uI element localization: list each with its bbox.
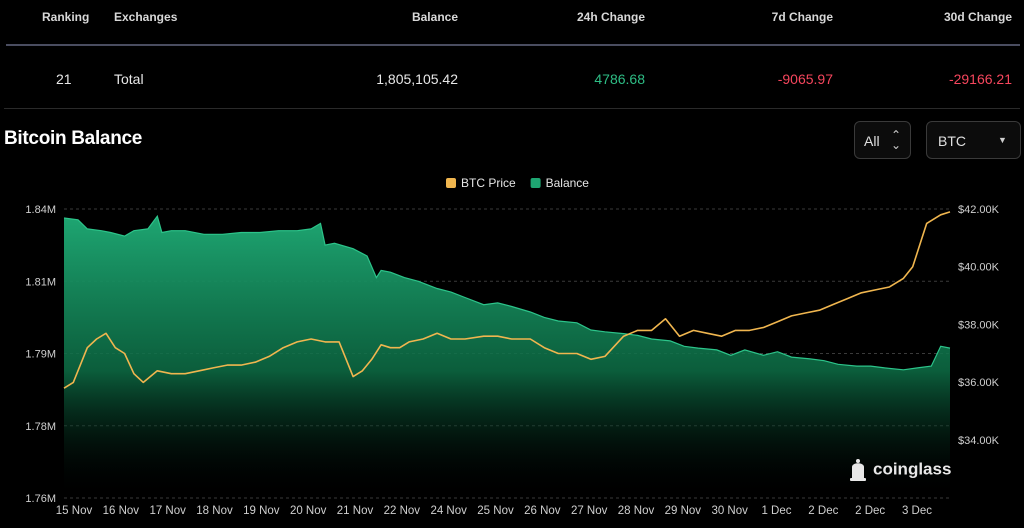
- cell-30d-change: -29166.21: [948, 71, 1012, 87]
- x-tick-label: 15 Nov: [56, 505, 93, 517]
- x-tick-label: 17 Nov: [149, 505, 186, 517]
- header-balance[interactable]: Balance: [411, 10, 458, 24]
- cell-ranking: 21: [56, 71, 72, 87]
- header-24h-change[interactable]: 24h Change: [576, 10, 645, 24]
- section-title: Bitcoin Balance: [4, 128, 143, 149]
- row-divider: [4, 108, 1020, 109]
- table-row[interactable]: 21 Total 1,805,105.42 4786.68 -9065.97 -…: [0, 62, 1024, 98]
- legend-label: BTC Price: [461, 176, 516, 190]
- asset-select[interactable]: BTC ▼: [926, 121, 1021, 159]
- left-tick-label: 1.76M: [25, 493, 56, 505]
- header-exchanges[interactable]: Exchanges: [114, 10, 178, 24]
- bitcoin-balance-chart: 1.84M 1.81M 1.79M 1.78M 1.76M $42.00K $40.00K…: [25, 176, 1000, 517]
- table-header: Ranking Exchanges Balance 24h Change 7d …: [0, 0, 1024, 34]
- right-tick-label: $42.00K: [958, 204, 1000, 216]
- x-tick-label: 24 Nov: [430, 505, 467, 517]
- coinglass-logo-icon: [850, 459, 866, 481]
- watermark-logo: coinglass: [848, 458, 951, 482]
- x-tick-label: 28 Nov: [618, 505, 655, 517]
- left-tick-label: 1.84M: [25, 204, 56, 216]
- balance-area: [64, 216, 950, 498]
- legend[interactable]: BTC Price Balance: [446, 176, 589, 190]
- left-axis: 1.84M 1.81M 1.79M 1.78M 1.76M: [25, 204, 56, 505]
- right-axis: $42.00K $40.00K $38.00K $36.00K $34.00K: [958, 204, 1000, 447]
- right-tick-label: $40.00K: [958, 262, 1000, 274]
- left-tick-label: 1.79M: [25, 349, 56, 361]
- x-tick-label: 25 Nov: [477, 505, 514, 517]
- asset-select-value: BTC: [938, 133, 966, 149]
- legend-swatch: [530, 178, 541, 188]
- legend-swatch: [446, 178, 456, 188]
- cell-exchange: Total: [114, 71, 144, 87]
- header-30d-change[interactable]: 30d Change: [943, 10, 1012, 24]
- caret-down-icon: ▼: [998, 135, 1007, 145]
- legend-label: Balance: [546, 176, 590, 190]
- x-tick-label: 22 Nov: [384, 505, 421, 517]
- x-tick-label: 19 Nov: [243, 505, 280, 517]
- x-tick-label: 27 Nov: [571, 505, 608, 517]
- header-ranking[interactable]: Ranking: [42, 10, 90, 24]
- x-tick-label: 2 Dec: [808, 505, 838, 517]
- left-tick-label: 1.81M: [25, 276, 56, 288]
- x-tick-label: 30 Nov: [711, 505, 748, 517]
- x-tick-label: 16 Nov: [103, 505, 140, 517]
- watermark-text: coinglass: [873, 459, 952, 479]
- header-7d-change[interactable]: 7d Change: [771, 10, 833, 24]
- right-tick-label: $36.00K: [958, 377, 1000, 389]
- cell-7d-change: -9065.97: [777, 71, 833, 87]
- x-tick-label: 21 Nov: [337, 505, 374, 517]
- updown-chevron-icon: ⌃ ⌄: [891, 128, 902, 152]
- right-tick-label: $34.00K: [958, 435, 1000, 447]
- cell-balance: 1,805,105.42: [376, 71, 458, 87]
- plot-area: [63, 211, 951, 498]
- range-select-value: All: [864, 133, 880, 149]
- x-tick-label: 26 Nov: [524, 505, 561, 517]
- x-tick-label: 2 Dec: [855, 505, 885, 517]
- x-axis: 15 Nov 16 Nov 17 Nov 18 Nov 19 Nov 20 Nov 21 N…: [56, 505, 932, 517]
- header-divider: [6, 44, 1020, 46]
- x-tick-label: 1 Dec: [761, 505, 791, 517]
- left-tick-label: 1.78M: [25, 421, 56, 433]
- cell-24h-change: 4786.68: [594, 71, 645, 87]
- btc-price-line: [63, 211, 951, 389]
- x-tick-label: 20 Nov: [290, 505, 327, 517]
- x-tick-label: 3 Dec: [902, 505, 932, 517]
- right-tick-label: $38.00K: [958, 319, 1000, 331]
- balance-line: [63, 214, 951, 371]
- x-tick-label: 18 Nov: [196, 505, 233, 517]
- x-tick-label: 29 Nov: [665, 505, 702, 517]
- range-select[interactable]: All ⌃ ⌄: [854, 121, 911, 159]
